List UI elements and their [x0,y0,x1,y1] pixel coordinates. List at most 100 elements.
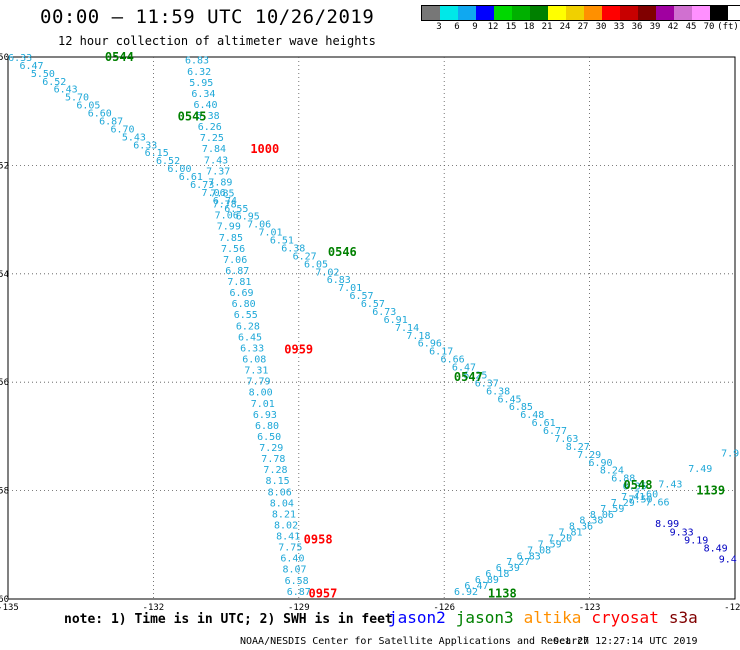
pass-time-label: 0959 [284,343,313,357]
legend-label: 6 [454,22,460,32]
satellite-legend: jason2 jason3 altika cryosat s3a [388,608,708,627]
legend-swatch [422,6,440,20]
wave-height-value: 6.96 [418,339,442,350]
footer-credit: NOAA/NESDIS Center for Satellite Applica… [240,636,590,647]
wave-height-value: 8.36 [569,522,593,533]
lon-tick-label: -129 [288,603,310,613]
wave-height-value: 6.26 [198,122,222,133]
wave-height-value: 8.38 [579,516,603,527]
wave-height-value-high: 8.49 [704,544,728,555]
wave-height-value: 6.18 [485,569,509,580]
wave-height-value: 6.61 [179,172,203,183]
pass-time-label: 1000 [250,142,279,156]
legend-label: 27 [577,22,589,32]
wave-height-value: 6.87 [99,116,123,127]
legend-label: 18 [523,22,535,32]
wave-height-value: 6.47 [452,363,476,374]
wave-height-value: 5.95 [189,78,213,89]
wave-height-value: 6.91 [384,315,408,326]
wave-height-value: 6.69 [230,288,254,299]
pass-time-label: 0957 [308,587,337,601]
pass-time-labels: 0544 0545 0546 0547 0548 1138 1139 1000 0959 0958… [105,50,725,601]
wave-height-value: 6.00 [167,164,191,175]
lon-tick-label: -132 [143,603,165,613]
legend-labels: 3 6 9 12 15 18 21 24 27 30 33 36 39 42 45 70 (ft) [421,21,740,33]
map-frame [7,56,736,600]
wave-height-value: 6.57 [361,299,385,310]
wave-height-value: 6.05 [76,101,100,112]
wave-height-value: 7.27 [506,557,530,568]
wave-height-value: 7.02 [315,267,339,278]
wave-height-value: 7.06 [202,188,226,199]
wave-height-value: 7.84 [202,144,226,155]
lat-tick-label: -58 [0,487,9,497]
wave-height-value: 6.48 [520,410,544,421]
pass-time-label: 0546 [328,245,357,259]
wave-height-value: 6.27 [293,251,317,262]
legend-unit: (ft) [717,22,739,32]
wave-height-value: 6.47 [464,581,488,592]
wave-height-value: 6.83 [185,56,209,67]
wave-height-value: 5.70 [65,93,89,104]
wave-height-value: 6.43 [54,85,78,96]
wave-height-value: 6.39 [496,563,520,574]
wave-height-value: 7.37 [206,166,230,177]
legend-swatch [620,6,638,20]
legend-label: 33 [613,22,625,32]
lat-tick-label: -60 [0,595,9,605]
legend-label: 70 [703,22,715,32]
wave-height-value: 6.87 [225,266,249,277]
wave-height-value: 6.40 [193,100,217,111]
wave-height-value: 6.33 [240,343,264,354]
legend-swatch [710,6,728,20]
map-grid [7,56,736,600]
wave-height-value: 6.83 [327,275,351,286]
wave-height-value: 6.66 [441,355,465,366]
legend-label: 9 [472,22,478,32]
wave-height-value: 6.83 [517,551,541,562]
wave-height-value: 6.25 [463,370,487,381]
lon-tick-label: -135 [0,603,19,613]
wave-height-value: 7.85 [219,233,243,244]
wave-height-legend: 3 6 9 12 15 18 21 24 27 30 33 36 39 42 45 70 (ft) [421,5,740,33]
wave-height-value: 6.33 [133,140,157,151]
satellite-label-jason2: jason2 [388,608,446,627]
wave-height-value: 6.17 [429,347,453,358]
wave-height-value: 6.38 [486,386,510,397]
wave-height-value: 6.52 [42,77,66,88]
satellite-tracks: 6.336.475.506.526.435.706.056.606.876.70… [8,53,739,598]
wave-height-value-high: 9.19 [684,535,708,546]
wave-height-value: 6.87 [287,587,311,598]
wave-height-value: 5.50 [31,69,55,80]
wave-height-value: 7.20 [548,534,572,545]
legend-swatch [566,6,584,20]
wave-height-value: 7.06 [247,220,271,231]
legend-swatch [602,6,620,20]
wave-height-value: 6.60 [88,109,112,120]
wave-height-value: 6.73 [372,307,396,318]
legend-label: 30 [595,22,607,32]
footer-timestamp: Oct 27 12:27:14 UTC 2019 [553,636,698,647]
wave-height-value: 7.29 [611,498,635,509]
wave-height-value: 7.85 [210,189,234,200]
wave-height-value: 6.55 [234,310,258,321]
wave-height-value: 6.40 [280,554,304,565]
wave-height-value: 7.50 [628,495,652,506]
pass-time-label: 0544 [105,50,134,64]
wave-height-value: 7.79 [246,377,270,388]
wave-height-value: 6.92 [454,587,478,598]
wave-height-value: 8.06 [590,510,614,521]
wave-height-value: 8.00 [249,388,273,399]
legend-swatch [440,6,458,20]
wave-height-value: 8.21 [272,509,296,520]
pass-time-label: 1139 [696,484,725,498]
wave-height-value: 8.02 [274,520,298,531]
wave-height-value-high: 9.33 [670,527,694,538]
wave-height-value: 6.80 [232,299,256,310]
wave-height-value: 6.45 [238,332,262,343]
wave-height-value: 7.78 [213,200,237,211]
legend-label: 45 [685,22,697,32]
legend-swatch [494,6,512,20]
legend-swatch [512,6,530,20]
legend-label: 15 [505,22,517,32]
